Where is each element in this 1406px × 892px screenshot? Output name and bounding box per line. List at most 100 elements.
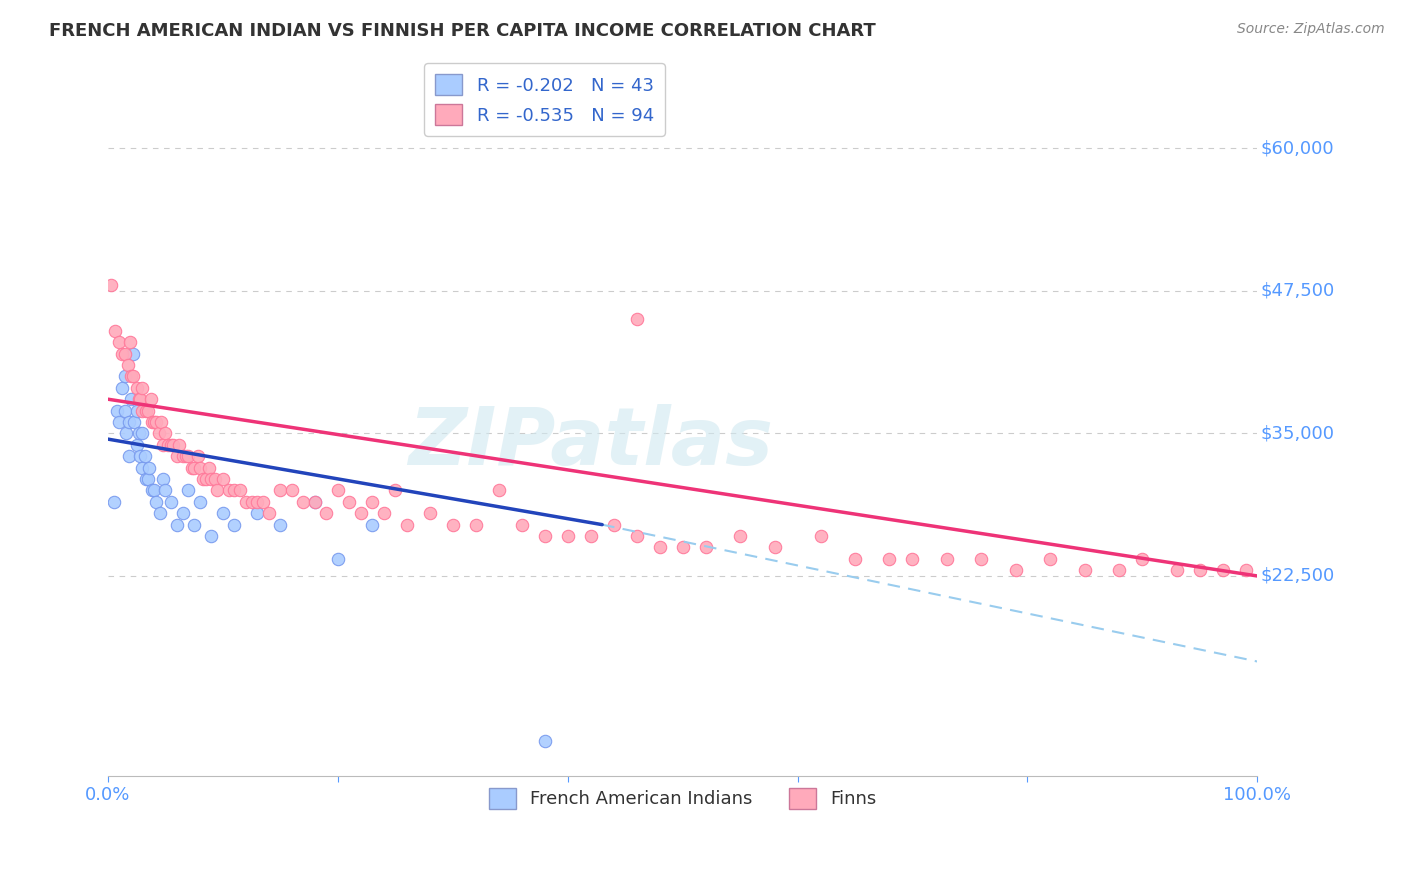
Point — [131, 403, 153, 417]
Point — [120, 392, 142, 407]
Point — [810, 529, 832, 543]
Point — [315, 506, 337, 520]
Point — [108, 335, 131, 350]
Point — [149, 506, 172, 520]
Text: Source: ZipAtlas.com: Source: ZipAtlas.com — [1237, 22, 1385, 37]
Point — [373, 506, 395, 520]
Point — [602, 517, 624, 532]
Point — [104, 324, 127, 338]
Point — [1130, 552, 1153, 566]
Point — [193, 472, 215, 486]
Point — [188, 495, 211, 509]
Point — [100, 278, 122, 293]
Point — [125, 438, 148, 452]
Point — [200, 529, 222, 543]
Point — [1005, 563, 1028, 577]
Point — [648, 541, 671, 555]
Point — [148, 426, 170, 441]
Point — [145, 415, 167, 429]
Point — [844, 552, 866, 566]
Point — [257, 506, 280, 520]
Point — [326, 483, 349, 498]
Point — [177, 449, 200, 463]
Legend: French American Indians, Finns: French American Indians, Finns — [481, 780, 884, 816]
Point — [212, 472, 235, 486]
Point — [205, 483, 228, 498]
Point — [218, 483, 240, 498]
Point — [152, 472, 174, 486]
Point — [155, 426, 177, 441]
Point — [167, 438, 190, 452]
Point — [129, 449, 152, 463]
Point — [224, 483, 246, 498]
Point — [155, 483, 177, 498]
Point — [557, 529, 579, 543]
Point — [172, 506, 194, 520]
Point — [240, 495, 263, 509]
Point — [361, 495, 384, 509]
Point — [111, 381, 134, 395]
Point — [162, 438, 184, 452]
Point — [136, 472, 159, 486]
Point — [672, 541, 695, 555]
Point — [143, 483, 166, 498]
Point — [187, 449, 209, 463]
Point — [120, 369, 142, 384]
Point — [212, 506, 235, 520]
Point — [149, 415, 172, 429]
Point — [131, 460, 153, 475]
Point — [166, 517, 188, 532]
Text: FRENCH AMERICAN INDIAN VS FINNISH PER CAPITA INCOME CORRELATION CHART: FRENCH AMERICAN INDIAN VS FINNISH PER CA… — [49, 22, 876, 40]
Point — [172, 449, 194, 463]
Point — [156, 438, 179, 452]
Point — [129, 392, 152, 407]
Point — [152, 438, 174, 452]
Point — [304, 495, 326, 509]
Point — [361, 517, 384, 532]
Point — [395, 517, 418, 532]
Point — [122, 346, 145, 360]
Point — [117, 358, 139, 372]
Point — [533, 734, 555, 748]
Point — [292, 495, 315, 509]
Point — [122, 369, 145, 384]
Point — [125, 403, 148, 417]
Point — [114, 369, 136, 384]
Point — [141, 415, 163, 429]
Point — [350, 506, 373, 520]
Point — [384, 483, 406, 498]
Point — [879, 552, 901, 566]
Point — [579, 529, 602, 543]
Point — [114, 403, 136, 417]
Point — [281, 483, 304, 498]
Point — [763, 541, 786, 555]
Point — [626, 312, 648, 326]
Point — [160, 495, 183, 509]
Point — [198, 460, 221, 475]
Point — [229, 483, 252, 498]
Point — [269, 517, 291, 532]
Point — [1166, 563, 1188, 577]
Point — [1188, 563, 1211, 577]
Point — [224, 517, 246, 532]
Point — [111, 346, 134, 360]
Point — [108, 415, 131, 429]
Point — [1234, 563, 1257, 577]
Point — [252, 495, 274, 509]
Point — [188, 460, 211, 475]
Text: ZIPatlas: ZIPatlas — [408, 404, 773, 483]
Point — [105, 403, 128, 417]
Point — [131, 381, 153, 395]
Point — [180, 460, 202, 475]
Point — [235, 495, 257, 509]
Point — [901, 552, 924, 566]
Point — [510, 517, 533, 532]
Point — [533, 529, 555, 543]
Point — [160, 438, 183, 452]
Point — [200, 472, 222, 486]
Point — [728, 529, 751, 543]
Point — [204, 472, 226, 486]
Point — [143, 415, 166, 429]
Point — [118, 415, 141, 429]
Point — [124, 415, 146, 429]
